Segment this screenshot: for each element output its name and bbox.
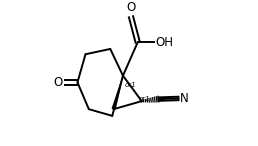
Text: or1: or1 [124,82,136,88]
Text: OH: OH [155,36,173,49]
Polygon shape [111,76,123,110]
Text: N: N [180,92,189,105]
Text: O: O [126,1,136,14]
Text: O: O [53,76,63,89]
Text: or1: or1 [139,96,151,102]
